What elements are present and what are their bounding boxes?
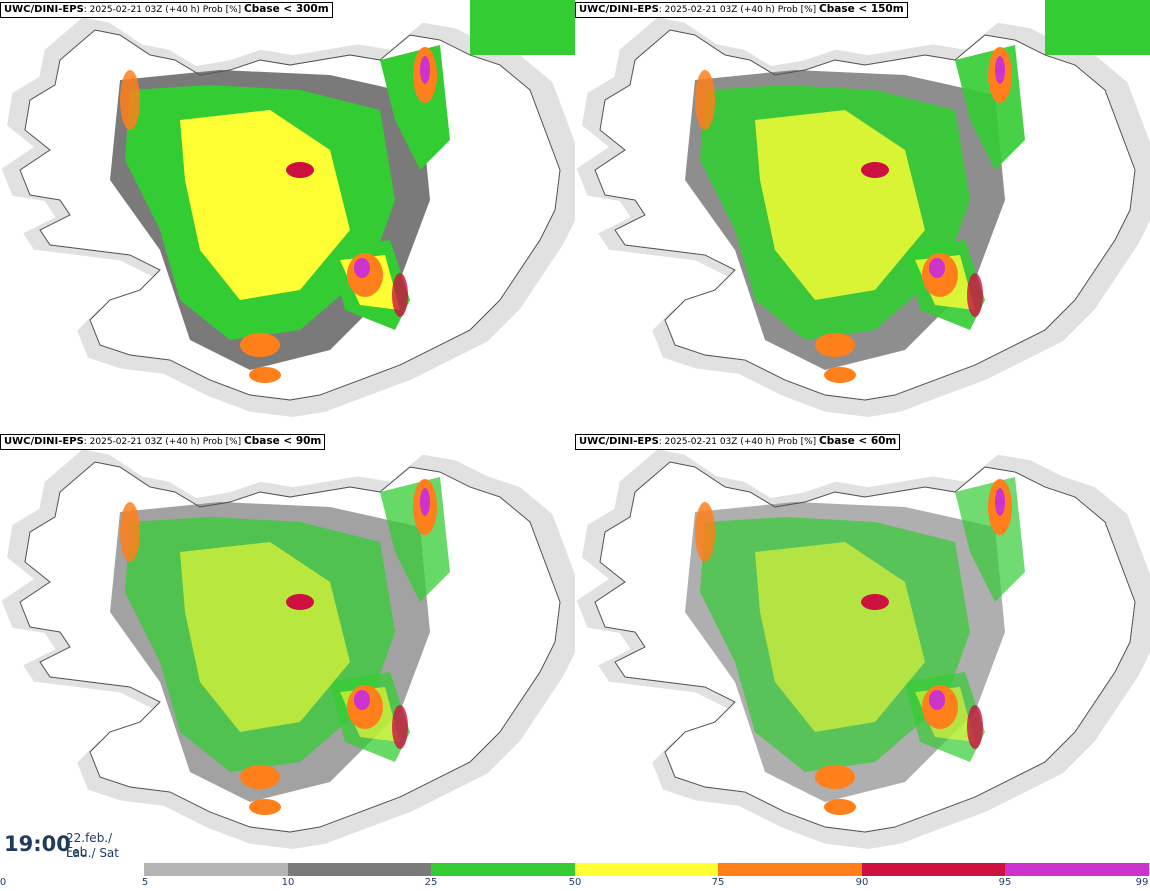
probability-area bbox=[824, 799, 856, 815]
colorbar-segment-90-95 bbox=[862, 863, 1005, 876]
probability-area bbox=[755, 542, 925, 732]
colorbar-tick: 95 bbox=[998, 877, 1012, 888]
valid-time: 19:00 bbox=[4, 832, 71, 856]
probability-map bbox=[576, 0, 1150, 418]
colorbar-segment-50-75 bbox=[575, 863, 718, 876]
probability-area bbox=[995, 56, 1005, 84]
coastline bbox=[594, 461, 1136, 833]
panel-title: UWC/DINI-EPS: 2025-02-21 03Z (+40 h) Pro… bbox=[575, 434, 901, 450]
colorbar-tick: 50 bbox=[568, 877, 582, 888]
coastline bbox=[594, 29, 1136, 401]
probability-area bbox=[354, 258, 370, 278]
colorbar-segment-5-10 bbox=[144, 863, 288, 876]
colorbar-tick: 10 bbox=[281, 877, 295, 888]
coastline bbox=[19, 29, 561, 401]
colorbar-ticks: 0 5 10 25 50 75 90 95 99 bbox=[0, 877, 1150, 891]
panel-title: UWC/DINI-EPS: 2025-02-21 03Z (+40 h) Pro… bbox=[0, 434, 326, 450]
colorbar-segment-10-25 bbox=[288, 863, 431, 876]
colorbar-segment-95-99 bbox=[1005, 863, 1149, 876]
probability-area bbox=[249, 799, 281, 815]
map-panel-cbase-90: UWC/DINI-EPS: 2025-02-21 03Z (+40 h) Pro… bbox=[0, 432, 575, 862]
probability-area bbox=[180, 110, 350, 300]
colorbar-tick: 99 bbox=[1135, 877, 1149, 888]
probability-area bbox=[240, 765, 280, 789]
valid-time-box: 19:00 22.feb./ Feb Lau./ Sat bbox=[0, 826, 135, 864]
probability-area bbox=[286, 594, 314, 610]
probability-area bbox=[695, 502, 715, 562]
probability-area bbox=[470, 0, 575, 55]
probability-area bbox=[180, 542, 350, 732]
probability-area bbox=[420, 488, 430, 516]
colorbar-tick: 25 bbox=[424, 877, 438, 888]
coastline bbox=[19, 461, 561, 833]
probability-area bbox=[824, 367, 856, 383]
probability-area bbox=[755, 110, 925, 300]
probability-area bbox=[695, 70, 715, 130]
colorbar-tick: 5 bbox=[141, 877, 149, 888]
probability-area bbox=[420, 56, 430, 84]
colorbar-segment-75-90 bbox=[718, 863, 862, 876]
panel-title: UWC/DINI-EPS: 2025-02-21 03Z (+40 h) Pro… bbox=[0, 2, 333, 18]
probability-area bbox=[240, 333, 280, 357]
probability-area bbox=[815, 765, 855, 789]
colorbar-tick: 0 bbox=[0, 877, 7, 888]
probability-area bbox=[967, 705, 983, 749]
colorbar bbox=[144, 863, 1150, 876]
colorbar-segment-25-50 bbox=[431, 863, 575, 876]
probability-area bbox=[286, 162, 314, 178]
probability-area bbox=[861, 594, 889, 610]
probability-area bbox=[120, 502, 140, 562]
probability-area bbox=[929, 258, 945, 278]
probability-area bbox=[995, 488, 1005, 516]
iceland-map bbox=[576, 449, 1150, 850]
probability-area bbox=[249, 367, 281, 383]
probability-map bbox=[1, 0, 575, 418]
iceland-map bbox=[1, 449, 575, 850]
probability-area bbox=[861, 162, 889, 178]
probability-map bbox=[1, 449, 575, 850]
probability-area bbox=[967, 273, 983, 317]
probability-map bbox=[576, 449, 1150, 850]
probability-area bbox=[354, 690, 370, 710]
iceland-map bbox=[576, 0, 1150, 418]
probability-area bbox=[929, 690, 945, 710]
probability-area bbox=[120, 70, 140, 130]
valid-date-line1: 22.feb./ Feb bbox=[66, 831, 113, 859]
colorbar-tick: 75 bbox=[711, 877, 725, 888]
probability-area bbox=[392, 273, 408, 317]
probability-area bbox=[1045, 0, 1150, 55]
probability-area bbox=[815, 333, 855, 357]
map-panel-cbase-150: UWC/DINI-EPS: 2025-02-21 03Z (+40 h) Pro… bbox=[575, 0, 1150, 430]
map-panel-cbase-300: UWC/DINI-EPS: 2025-02-21 03Z (+40 h) Pro… bbox=[0, 0, 575, 430]
colorbar-tick: 90 bbox=[855, 877, 869, 888]
iceland-map bbox=[1, 0, 575, 418]
valid-date-line2: Lau./ Sat bbox=[66, 846, 119, 860]
probability-area bbox=[392, 705, 408, 749]
map-panel-cbase-60: UWC/DINI-EPS: 2025-02-21 03Z (+40 h) Pro… bbox=[575, 432, 1150, 862]
panel-title: UWC/DINI-EPS: 2025-02-21 03Z (+40 h) Pro… bbox=[575, 2, 908, 18]
